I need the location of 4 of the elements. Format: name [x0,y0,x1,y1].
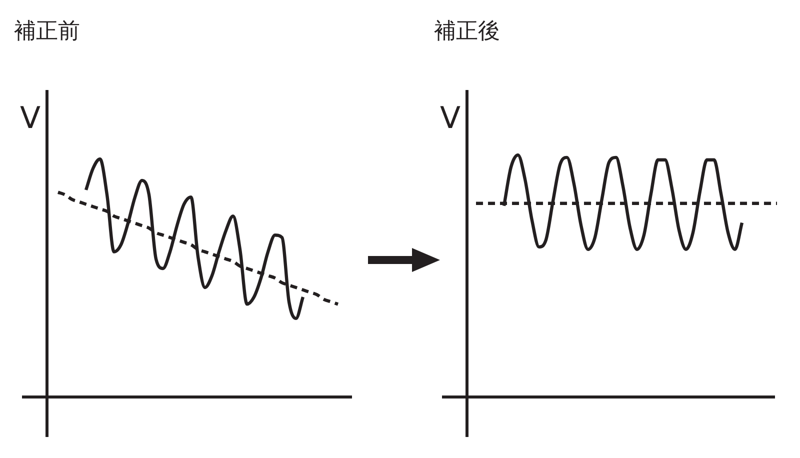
y-axis-title: V [20,101,41,136]
y-axis-title: V [440,101,461,136]
chart-title: 補正前 [14,19,80,44]
chart-title: 補正後 [434,19,500,44]
